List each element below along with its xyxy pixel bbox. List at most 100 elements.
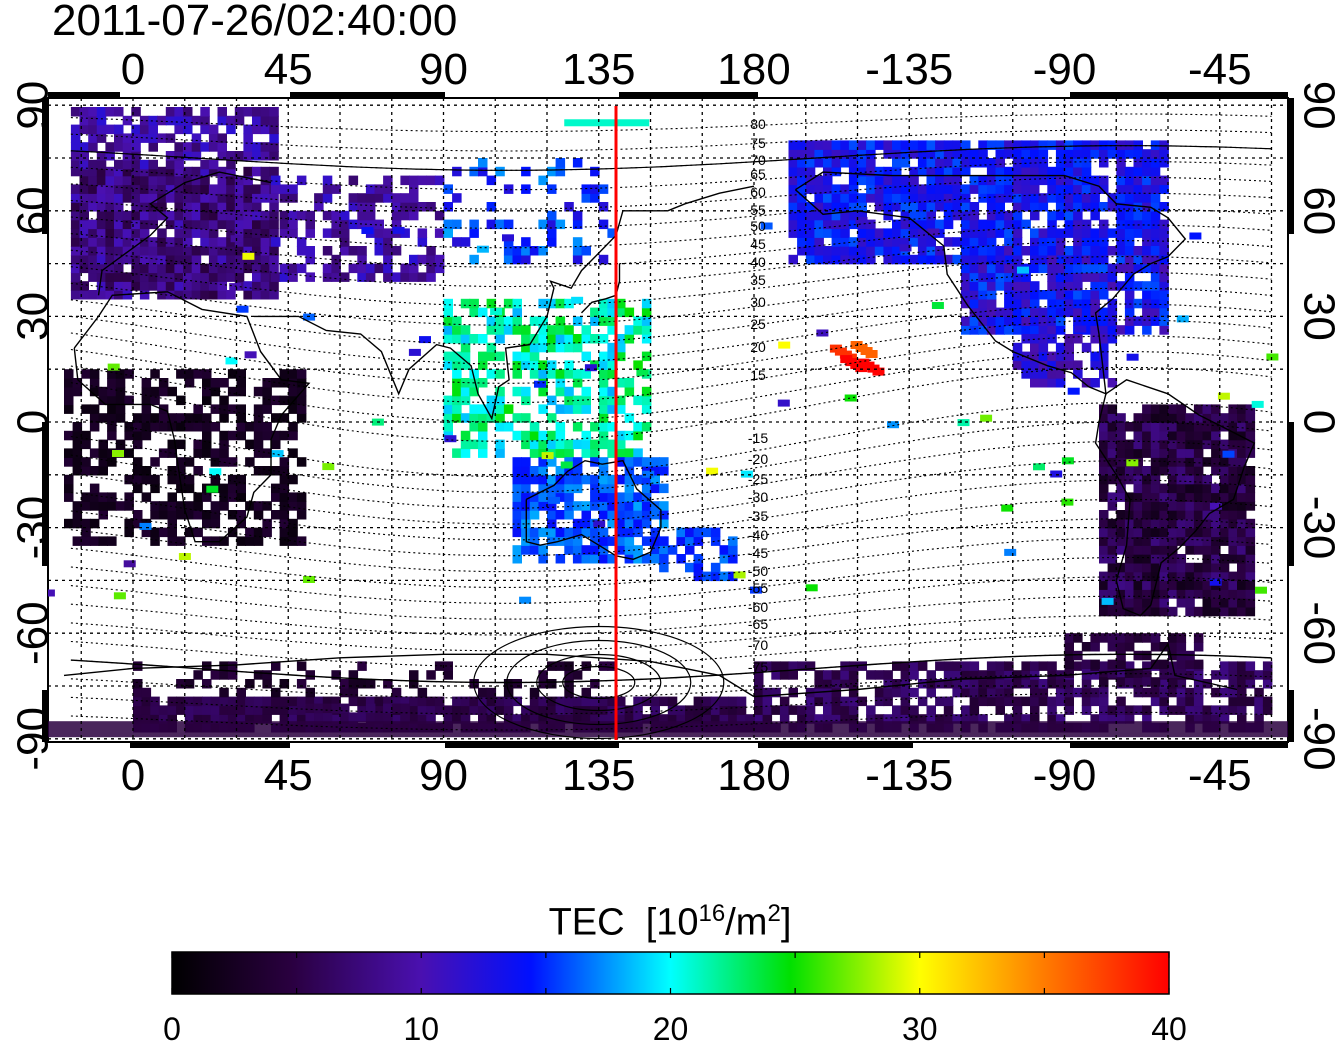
tec-cell (340, 687, 350, 698)
tec-cell (269, 107, 279, 117)
tec-cell (1004, 166, 1014, 177)
tec-cell (1219, 571, 1230, 582)
tec-cell (139, 272, 150, 282)
tec-cell (150, 705, 160, 715)
tec-cell (96, 263, 107, 274)
tec-cell (978, 219, 988, 230)
tec-cell (133, 679, 143, 689)
tec-cell (1116, 439, 1126, 450)
geomag-label-north: 35 (750, 272, 766, 288)
tec-cell (176, 705, 186, 715)
tec-cell (79, 159, 89, 170)
tec-cell (1012, 166, 1023, 177)
tec-cell (564, 342, 574, 353)
tec-cell (131, 142, 141, 152)
tec-cell (234, 254, 245, 265)
tec-cell (105, 151, 115, 161)
tec-cell (210, 404, 221, 414)
tec-cell (1124, 439, 1135, 450)
tec-cell (650, 474, 660, 485)
tec-cell (409, 175, 419, 186)
tec-cell (1150, 263, 1161, 274)
tec-cell (1193, 527, 1204, 538)
tec-cell (133, 483, 143, 494)
tec-cell (1064, 642, 1074, 652)
tec-cell (210, 422, 221, 432)
tec-cell (374, 219, 384, 230)
tec-cell (1124, 175, 1135, 186)
tec-cell (503, 316, 514, 326)
geomag-label-south: -35 (748, 508, 768, 524)
bottom-x-tick-label: 0 (121, 751, 145, 800)
tec-cell (710, 705, 721, 715)
tec-cell (529, 466, 540, 476)
tec-cell (1116, 562, 1126, 573)
tec-cell (452, 448, 462, 458)
tec-cell (331, 219, 341, 230)
tec-cell (788, 184, 798, 194)
tec-cell (797, 149, 807, 159)
tec-cell (88, 290, 98, 300)
tec-cell (564, 510, 574, 520)
geomag-label-south: -45 (748, 545, 768, 561)
tec-cell (1159, 307, 1169, 318)
tec-cell (831, 193, 842, 203)
tec-cell (917, 210, 928, 221)
tec-cell (236, 536, 246, 546)
tec-cell (512, 554, 522, 564)
tec-cell (114, 228, 124, 238)
tec-cell (1211, 554, 1221, 564)
tec-cell (607, 360, 617, 370)
tec-cell (1021, 661, 1031, 671)
tec-cell (236, 705, 246, 715)
tec-cell (1047, 360, 1057, 370)
tec-cell (995, 140, 1005, 150)
tec-cell (112, 450, 124, 457)
tec-cell (148, 115, 158, 126)
tec-cell (1055, 175, 1066, 186)
tec-cell (478, 422, 488, 432)
tec-cell (72, 430, 83, 441)
tec-cell (217, 142, 227, 152)
tec-cell (105, 272, 115, 282)
tec-cell (1030, 193, 1040, 203)
tec-cell (426, 254, 436, 265)
tec-cell (1150, 422, 1161, 432)
geomag-label-north: 50 (750, 218, 766, 234)
tec-cell (202, 714, 212, 724)
tec-cell (986, 202, 997, 212)
tec-cell (105, 210, 115, 221)
tec-cell (1107, 554, 1118, 564)
tec-cell (1055, 246, 1066, 256)
tec-cell (1133, 430, 1143, 441)
tec-cell (139, 159, 150, 170)
tec-cell (1211, 492, 1221, 502)
tec-cell (823, 219, 833, 230)
tec-cell (1185, 430, 1195, 441)
tec-cell (167, 492, 177, 502)
tec-cell (521, 334, 531, 344)
tec-cell (96, 133, 107, 143)
tec-cell (478, 430, 488, 441)
tec-cell (926, 175, 936, 186)
tec-cell (96, 202, 107, 212)
tec-cell (452, 404, 462, 414)
tec-cell (961, 254, 971, 265)
tec-cell (840, 228, 850, 238)
tec-cell (174, 115, 184, 126)
coastline (581, 263, 621, 314)
tec-cell (157, 175, 167, 186)
tec-cell (1101, 597, 1114, 605)
tec-cell (1133, 589, 1143, 599)
tec-cell (1168, 545, 1178, 555)
tec-cell (986, 210, 997, 221)
tec-cell (1124, 554, 1135, 564)
tec-cell (1262, 679, 1273, 689)
tec-cell (1099, 184, 1109, 194)
tec-cell (1219, 536, 1230, 546)
tec-cell (426, 202, 436, 212)
tec-cell (995, 325, 1005, 335)
tec-cell (857, 237, 867, 247)
tec-cell (296, 536, 307, 546)
tec-cell (1228, 492, 1238, 502)
